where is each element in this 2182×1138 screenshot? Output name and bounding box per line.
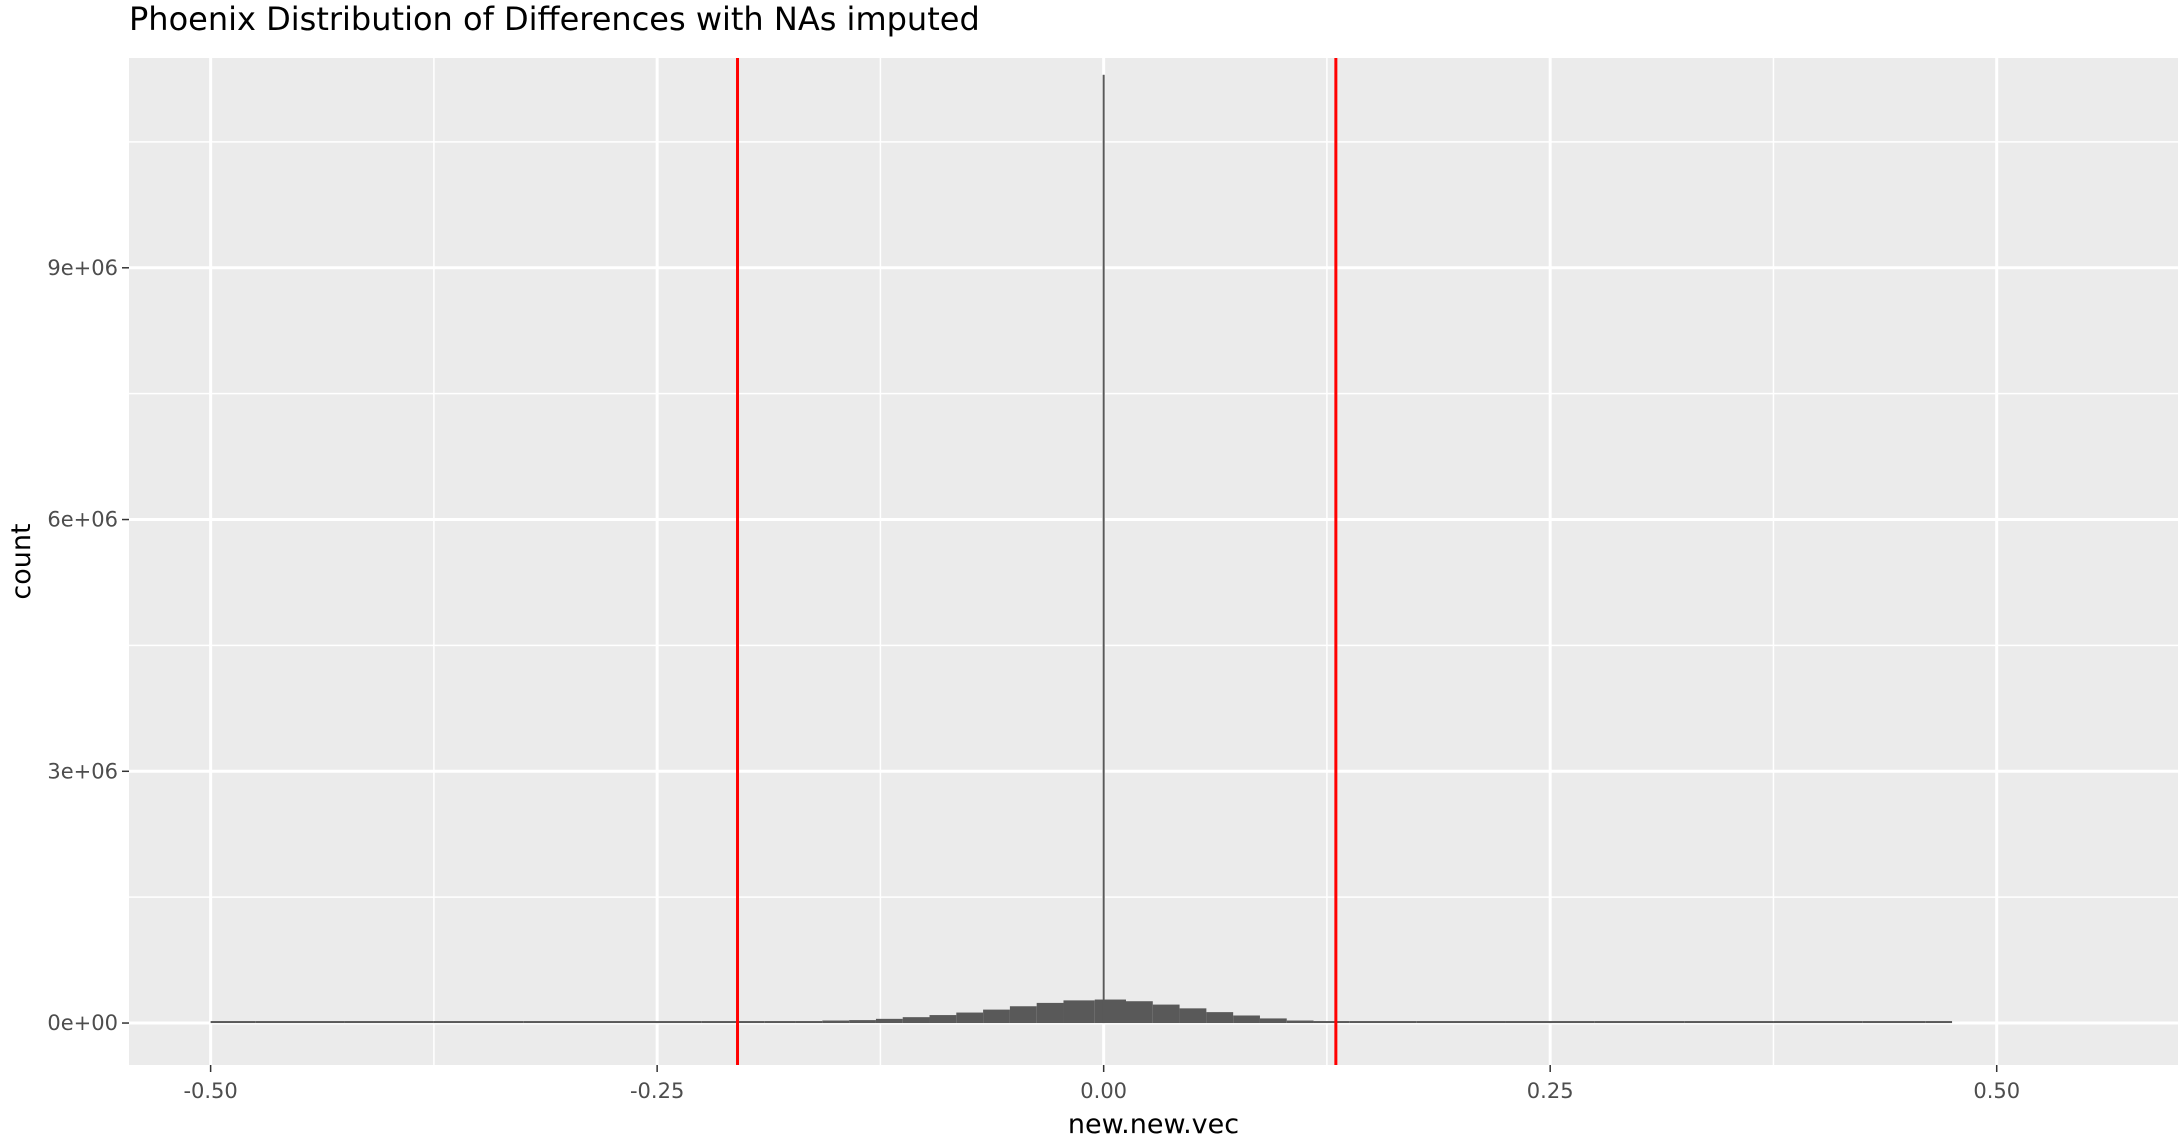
y-tick-label: 3e+06 [47, 759, 118, 783]
histogram-bar [983, 1009, 1010, 1024]
x-tick-label: -0.50 [183, 1079, 237, 1103]
histogram-bar [344, 1021, 434, 1024]
histogram-bar [1416, 1021, 1506, 1024]
histogram-bar [822, 1020, 850, 1024]
histogram-bar [701, 1021, 765, 1024]
histogram-bar [255, 1021, 345, 1024]
histogram-bar [523, 1021, 613, 1024]
histogram-bar [1925, 1021, 1953, 1024]
minor-gridlines [129, 58, 2178, 1065]
histogram-bar [1094, 999, 1126, 1024]
histogram-bar [1594, 1021, 1685, 1024]
plot-panel [129, 58, 2178, 1065]
histogram-bar [1206, 1012, 1234, 1024]
x-tick-label: -0.25 [630, 1079, 684, 1103]
histogram-bar [1152, 1004, 1180, 1024]
y-axis-title: count [6, 523, 37, 599]
histogram-bar [764, 1021, 796, 1024]
reference-lines [736, 58, 1338, 1065]
y-tick-label: 6e+06 [47, 508, 118, 532]
histogram-bar [1259, 1018, 1287, 1024]
histogram-bar [1862, 1021, 1926, 1024]
histogram-bar [210, 1021, 256, 1024]
x-axis-title: new.new.vec [1068, 1109, 1239, 1138]
histogram-bar [1286, 1020, 1314, 1024]
histogram-bar [433, 1021, 524, 1024]
x-tick-label: 0.00 [1080, 1079, 1127, 1103]
histogram-bar [1125, 1001, 1153, 1024]
histogram-bar [795, 1021, 823, 1024]
x-axis: -0.50 -0.25 0.00 0.25 0.50 [183, 1065, 2020, 1103]
histogram-bars [210, 74, 1953, 1024]
histogram-bar [612, 1021, 702, 1024]
x-tick-label: 0.25 [1527, 1079, 1574, 1103]
chart-title: Phoenix Distribution of Differences with… [129, 0, 980, 38]
histogram-bar [875, 1018, 903, 1024]
histogram-bar [849, 1020, 876, 1024]
histogram-bar [1063, 1000, 1095, 1024]
histogram-bar [1313, 1021, 1350, 1024]
x-tick-label: 0.50 [1973, 1079, 2020, 1103]
y-axis: 0e+00 3e+06 6e+06 9e+06 [47, 256, 129, 1035]
histogram-bar [956, 1012, 984, 1024]
histogram-bar [929, 1015, 957, 1024]
histogram-bar [1036, 1002, 1064, 1024]
y-tick-label: 0e+00 [47, 1011, 118, 1035]
histogram-bar [1009, 1006, 1037, 1024]
histogram-bar [902, 1017, 930, 1024]
histogram-bar [1773, 1021, 1863, 1024]
histogram-bar [1684, 1021, 1774, 1024]
histogram-bar [1233, 1015, 1260, 1024]
histogram-bar [1179, 1008, 1207, 1024]
histogram-bar [1505, 1021, 1595, 1024]
y-tick-label: 9e+06 [47, 256, 118, 280]
histogram-spike-bar [1102, 74, 1105, 1024]
histogram-bar [1349, 1021, 1417, 1024]
